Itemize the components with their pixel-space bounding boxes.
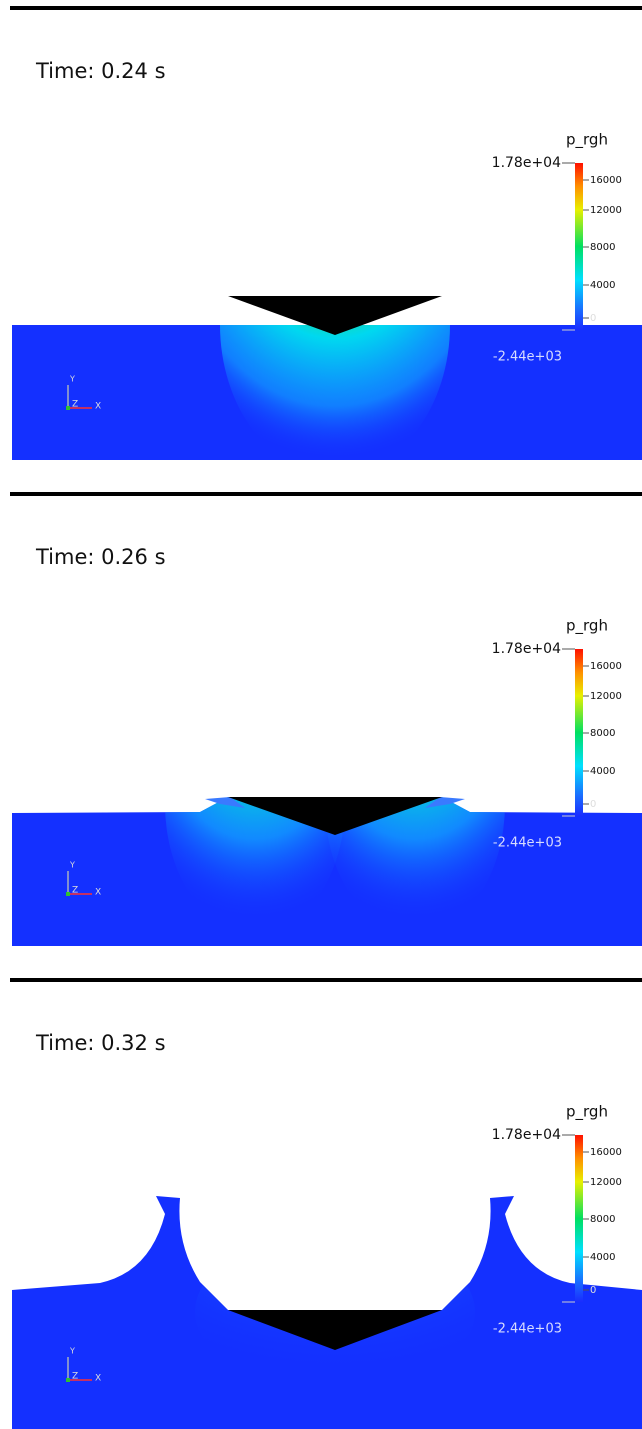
colorbar [575, 1135, 583, 1302]
axis-label: Y [69, 1347, 75, 1356]
colorbar-title: p_rgh [566, 131, 608, 150]
panel: Time: 0.24 s p_rgh 1.78e+04 -2.44e+03 16000 1… [10, 8, 642, 475]
colorbar-min: -2.44e+03 [493, 1322, 562, 1337]
colorbar-tick-label: 16000 [590, 661, 622, 672]
axis-z [66, 1378, 70, 1382]
axis-label: X [95, 402, 101, 412]
colorbar-tick-label: 4000 [590, 766, 615, 777]
panel: Time: 0.32 s p_rgh 1.78e+04 -2.44e+03 16000 1… [10, 980, 642, 1429]
colorbar-title: p_rgh [566, 1103, 608, 1122]
colorbar-tick-label: 4000 [590, 280, 615, 291]
colorbar [575, 163, 583, 330]
colorbar-tick-label: 8000 [590, 242, 615, 253]
axis-label: Z [72, 1372, 78, 1382]
colorbar-min: -2.44e+03 [493, 836, 562, 851]
axis-label: Y [69, 375, 75, 384]
axis-z [66, 892, 70, 896]
colorbar-tick-label: 0 [590, 313, 596, 324]
time-label: Time: 0.26 s [35, 545, 166, 569]
axis-label: X [95, 1374, 101, 1384]
axis-z [66, 406, 70, 410]
colorbar-tick-label: 4000 [590, 1252, 615, 1263]
colorbar-tick-label: 12000 [590, 1177, 622, 1188]
colorbar-tick-label: 16000 [590, 175, 622, 186]
axis-label: X [95, 888, 101, 898]
colorbar-tick-label: 8000 [590, 728, 615, 739]
colorbar-max: 1.78e+04 [492, 1127, 561, 1143]
colorbar-tick-label: 0 [590, 1285, 596, 1296]
axis-label: Z [72, 886, 78, 896]
time-label: Time: 0.24 s [35, 59, 166, 83]
axis-label: Z [72, 400, 78, 410]
colorbar [575, 649, 583, 816]
colorbar-tick-label: 0 [590, 799, 596, 810]
colorbar-tick-label: 8000 [590, 1214, 615, 1225]
axis-label: Y [69, 861, 75, 870]
colorbar-tick-label: 12000 [590, 205, 622, 216]
colorbar-min: -2.44e+03 [493, 350, 562, 365]
time-label: Time: 0.32 s [35, 1031, 166, 1055]
colorbar-tick-label: 12000 [590, 691, 622, 702]
colorbar-max: 1.78e+04 [492, 641, 561, 657]
panel: Time: 0.26 s p_rgh 1.78e+04 -2.44e+03 16000 1… [10, 494, 642, 946]
colorbar-max: 1.78e+04 [492, 155, 561, 171]
colorbar-tick-label: 16000 [590, 1147, 622, 1158]
scene: Time: 0.24 s p_rgh 1.78e+04 -2.44e+03 16000 1… [0, 0, 642, 1429]
page: {"panels": [ {"time": "Time: 0.24 s", "c… [0, 0, 642, 1429]
colorbar-title: p_rgh [566, 617, 608, 636]
